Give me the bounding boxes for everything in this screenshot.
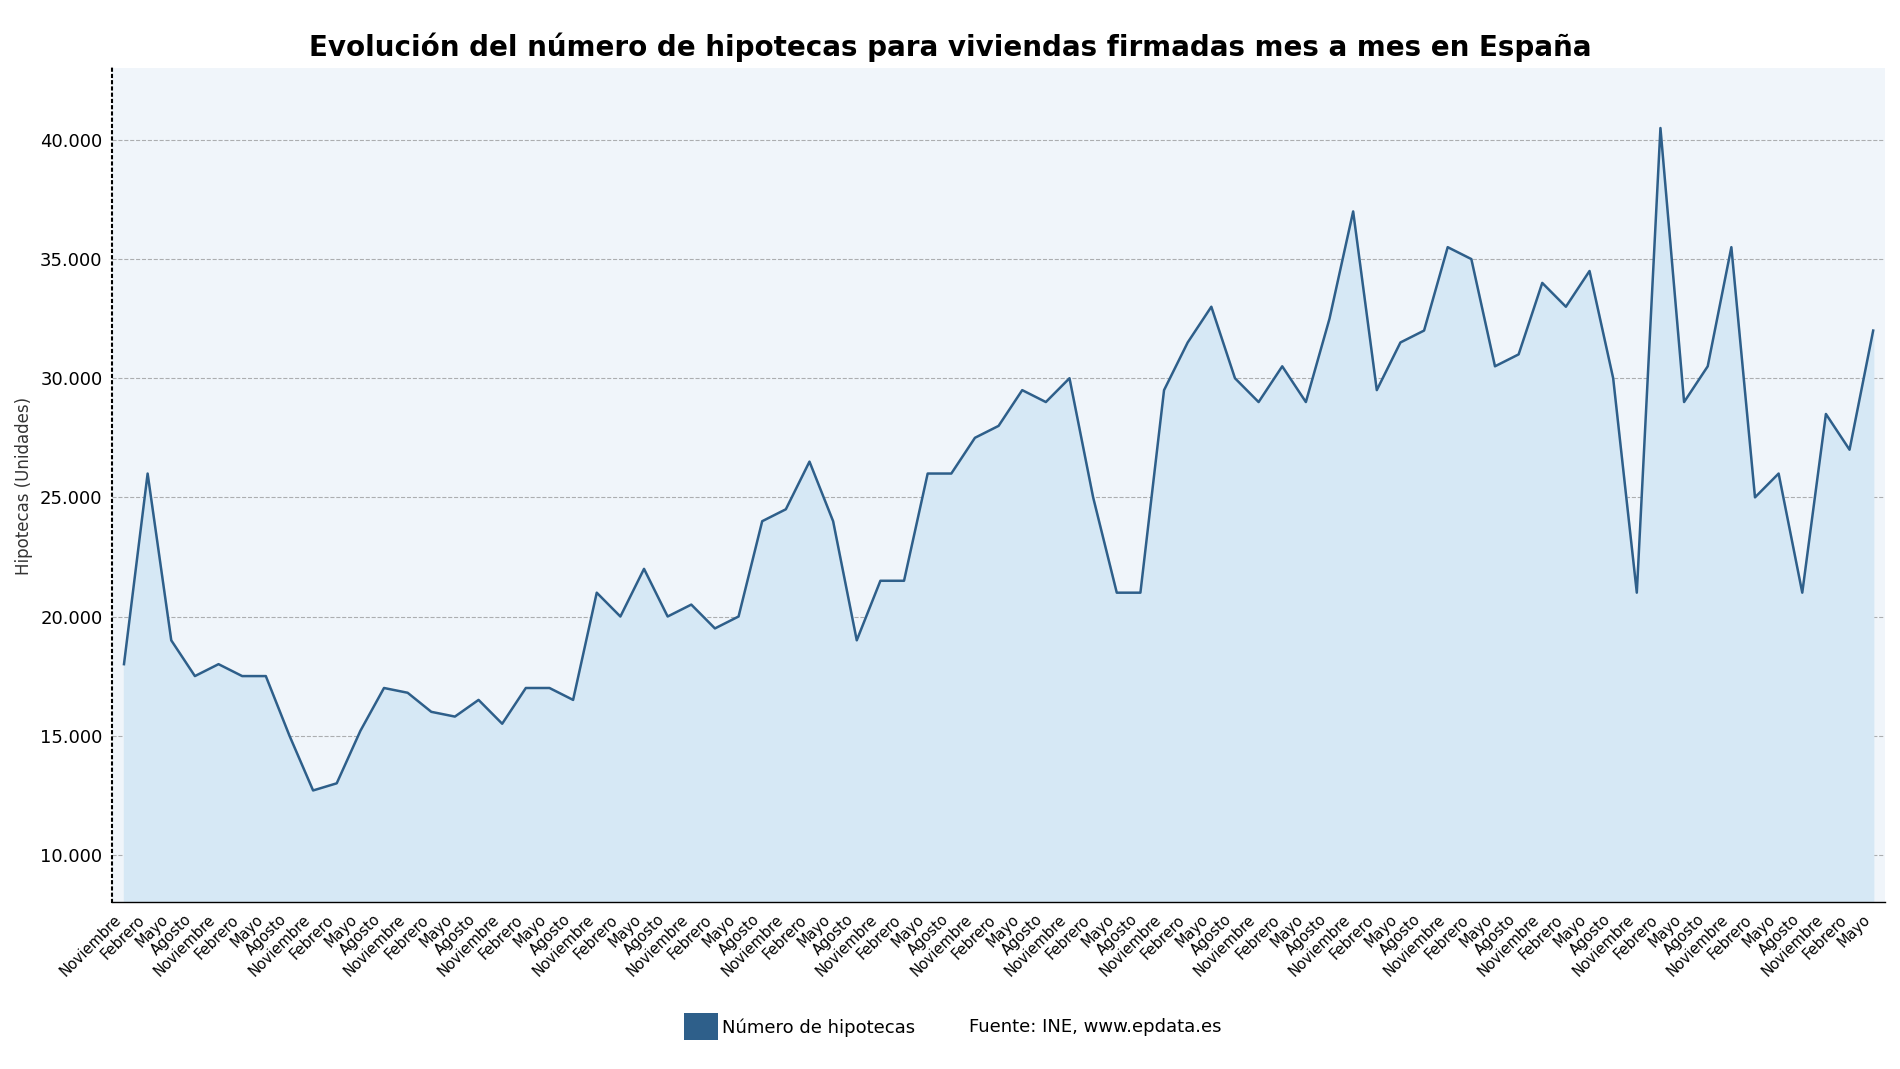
Text: Fuente: INE, www.epdata.es: Fuente: INE, www.epdata.es xyxy=(969,1019,1222,1036)
Text: Evolución del número de hipotecas para viviendas firmadas mes a mes en España: Evolución del número de hipotecas para v… xyxy=(308,32,1592,62)
Y-axis label: Hipotecas (Unidades): Hipotecas (Unidades) xyxy=(15,397,32,574)
Text: Número de hipotecas: Número de hipotecas xyxy=(722,1018,916,1037)
